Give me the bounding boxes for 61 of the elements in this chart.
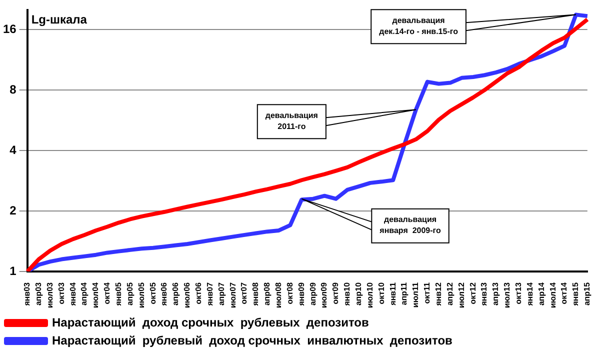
x-tick-label: окт06: [194, 282, 203, 304]
x-tick-label: апр15: [582, 282, 592, 306]
legend-label: Нарастающий доход срочных рублевых депозитов: [52, 315, 369, 330]
x-tick-label: окт08: [285, 282, 294, 304]
x-tick-label: июл07: [228, 282, 238, 308]
x-tick-label: янв10: [342, 282, 352, 306]
x-tick-label: апр06: [171, 282, 180, 306]
y-tick-label: 2: [10, 203, 17, 218]
x-tick-label: апр08: [262, 282, 272, 306]
x-tick-label: янв08: [251, 282, 260, 306]
x-tick-label: янв05: [114, 282, 123, 306]
x-tick-label: окт12: [468, 282, 478, 304]
x-tick-label: янв09: [296, 282, 306, 306]
annotation: девальвация дек.14-го - янв.15-го: [379, 16, 458, 36]
y-tick-label: 8: [10, 82, 17, 96]
x-tick-label: апр05: [125, 282, 134, 306]
x-tick-label: апр13: [491, 282, 500, 306]
x-tick-label: апр09: [308, 282, 318, 306]
annotation: девальвация января 2009-го: [380, 215, 441, 236]
x-tick-label: июл05: [136, 282, 146, 308]
x-tick-label: апр04: [80, 282, 89, 306]
annotation: девальвация 2011-го: [265, 110, 318, 131]
legend-label: Нарастающий рублевый доход срочных инвалютных депозитов: [52, 333, 452, 348]
x-tick-label: янв04: [68, 282, 78, 306]
x-tick-label: янв15: [571, 282, 580, 306]
x-tick-label: июл06: [182, 282, 192, 308]
x-tick-label: янв11: [388, 282, 398, 306]
x-tick-label: апр03: [34, 282, 43, 306]
x-tick-label: июл12: [456, 282, 466, 308]
x-tick-label: окт07: [240, 282, 249, 304]
x-tick-label: апр07: [216, 282, 226, 306]
x-tick-label: янв13: [480, 282, 489, 306]
x-tick-label: июл08: [274, 282, 284, 308]
x-tick-label: окт11: [422, 282, 432, 304]
x-tick-label: июл10: [365, 282, 374, 308]
x-tick-label: окт03: [56, 282, 66, 304]
x-tick-label: янв07: [205, 282, 214, 306]
x-tick-label: окт05: [148, 282, 158, 304]
x-tick-label: окт09: [331, 282, 340, 304]
x-tick-label: апр11: [400, 282, 409, 306]
x-tick-label: июл03: [45, 282, 54, 308]
x-tick-label: янв03: [22, 282, 32, 306]
x-tick-label: окт04: [102, 282, 112, 304]
x-tick-label: июл11: [411, 282, 420, 308]
x-tick-label: янв12: [434, 282, 444, 306]
x-tick-label: апр14: [536, 282, 546, 306]
x-tick-label: окт10: [376, 282, 386, 304]
x-tick-label: окт14: [560, 282, 569, 304]
x-tick-label: апр12: [445, 282, 454, 306]
x-tick-label: янв06: [160, 282, 169, 306]
x-tick-label: июл04: [91, 282, 100, 308]
x-tick-label: окт13: [514, 282, 524, 304]
annotation: Lg-шкала: [31, 12, 88, 27]
y-tick-label: 1: [10, 264, 17, 278]
x-tick-label: июл13: [502, 282, 512, 308]
x-tick-label: янв14: [525, 282, 534, 306]
x-tick-label: июл09: [320, 282, 329, 308]
x-tick-label: апр10: [354, 282, 364, 306]
y-tick-label: 4: [10, 142, 17, 157]
y-tick-label: 16: [2, 22, 17, 36]
x-tick-label: июл14: [548, 282, 558, 308]
